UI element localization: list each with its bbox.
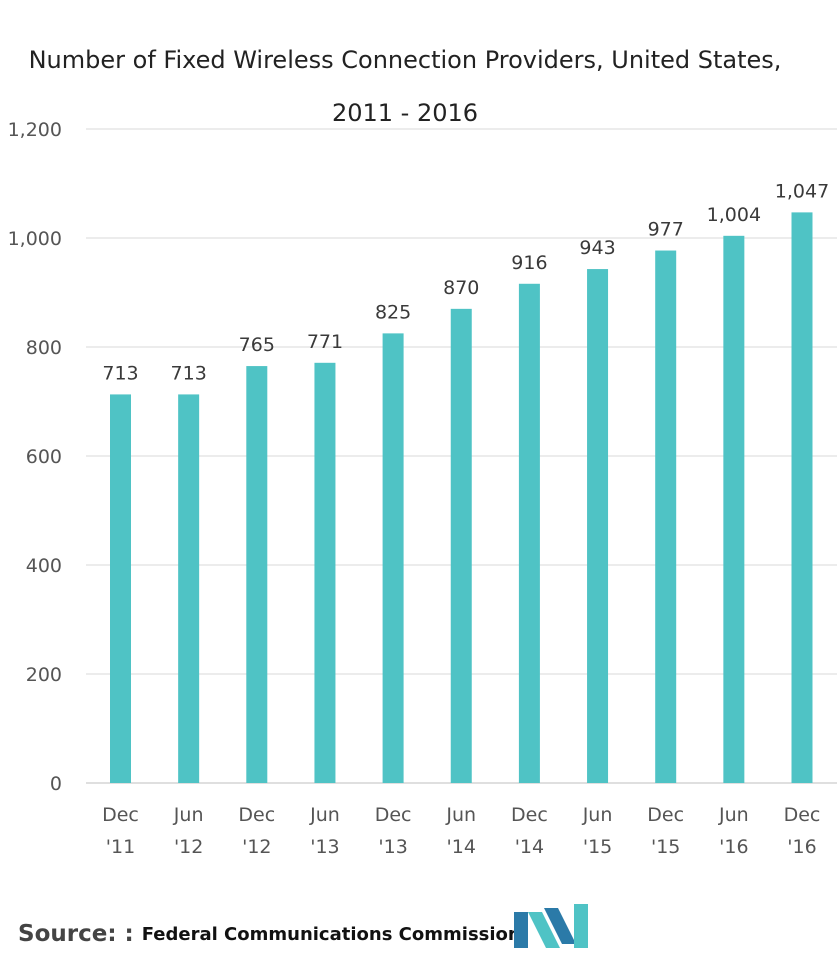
bar-value-label: 870 xyxy=(443,277,479,299)
bar xyxy=(110,394,131,783)
x-category-year: '12 xyxy=(174,836,203,858)
x-category-month: Jun xyxy=(718,804,749,826)
x-category-year: '16 xyxy=(787,836,816,858)
x-category-year: '12 xyxy=(242,836,271,858)
x-category-month: Dec xyxy=(375,804,412,826)
bar-value-label: 943 xyxy=(579,237,615,259)
y-tick-label: 200 xyxy=(26,664,62,686)
source-note: Source: : Federal Communications Commiss… xyxy=(18,914,521,954)
bar-value-label: 1,047 xyxy=(775,180,829,202)
bar xyxy=(246,366,268,783)
x-category-month: Jun xyxy=(309,804,340,826)
y-axis-ticks: 0 200 400 600 800 1,000 1,200 xyxy=(8,119,62,795)
bar-value-label: 765 xyxy=(239,334,275,356)
chart-title-line-1: Number of Fixed Wireless Connection Prov… xyxy=(29,46,782,74)
logo-mid-stroke xyxy=(528,912,560,948)
x-category-year: '14 xyxy=(447,836,476,858)
bar-value-label: 771 xyxy=(307,331,343,353)
y-tick-label: 1,200 xyxy=(8,119,62,141)
bar xyxy=(178,394,200,783)
source-text: Federal Communications Commission xyxy=(141,923,521,945)
x-category-month: Dec xyxy=(102,804,139,826)
x-category-month: Dec xyxy=(647,804,684,826)
source-label: Source: : xyxy=(18,921,134,947)
bar-value-label: 825 xyxy=(375,301,411,323)
bars xyxy=(110,212,813,783)
bar xyxy=(450,308,472,783)
x-category-month: Jun xyxy=(445,804,476,826)
x-category-year: '14 xyxy=(515,836,544,858)
x-category-month: Jun xyxy=(173,804,204,826)
bar-value-label: 916 xyxy=(511,252,547,274)
y-tick-label: 800 xyxy=(26,337,62,359)
bar xyxy=(791,212,813,783)
x-category-month: Jun xyxy=(582,804,613,826)
chart-title-line-2: 2011 - 2016 xyxy=(332,99,478,127)
y-tick-label: 0 xyxy=(50,773,62,795)
x-category-year: '15 xyxy=(651,836,680,858)
y-tick-label: 600 xyxy=(26,446,62,468)
bar xyxy=(518,283,540,783)
x-axis-categories: Dec '11 Jun '12 Dec '12 Jun '13 Dec '13 Jun '14 Dec '… xyxy=(102,804,820,858)
y-tick-label: 400 xyxy=(26,555,62,577)
x-category-year: '16 xyxy=(719,836,748,858)
x-category-month: Dec xyxy=(784,804,821,826)
logo-right-stroke xyxy=(574,904,588,948)
bar-value-label: 1,004 xyxy=(707,204,761,226)
x-category-year: '15 xyxy=(583,836,612,858)
data-labels: 713 713 765 771 825 870 916 943 977 1,004 1,047 xyxy=(102,180,829,384)
y-tick-label: 1,000 xyxy=(8,228,62,250)
mordor-intelligence-logo-icon xyxy=(514,904,588,948)
bar-value-label: 977 xyxy=(648,219,684,241)
x-category-year: '13 xyxy=(310,836,339,858)
bar xyxy=(723,235,745,783)
x-category-year: '11 xyxy=(106,836,135,858)
x-category-month: Dec xyxy=(511,804,548,826)
x-category-month: Dec xyxy=(238,804,275,826)
bar xyxy=(655,250,677,783)
bar-value-label: 713 xyxy=(171,362,207,384)
bar xyxy=(382,333,404,783)
bar xyxy=(587,269,609,783)
logo-mid-stroke-2 xyxy=(544,908,576,944)
bar xyxy=(314,362,336,783)
bar-value-label: 713 xyxy=(102,362,138,384)
logo-left-stroke xyxy=(514,912,528,948)
x-category-year: '13 xyxy=(378,836,407,858)
